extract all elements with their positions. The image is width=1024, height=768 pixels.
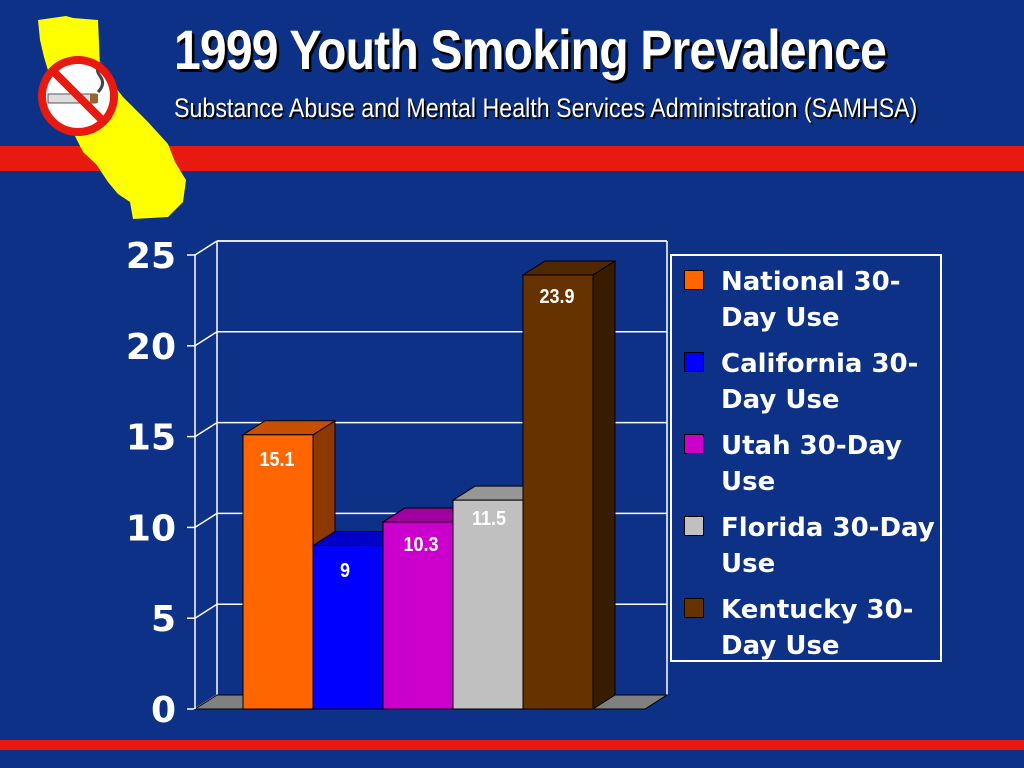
bar-data-label: 23.9 [539,286,574,308]
bar-data-label: 15.1 [259,449,294,471]
y-tick-label: 10 [126,508,176,549]
bar-data-label: 10.3 [403,534,438,556]
y-tick-label: 0 [151,690,176,731]
bar [382,521,454,710]
bottom-stripe [0,740,1024,750]
legend-swatch [684,516,704,536]
bar [522,274,594,710]
slide-title: 1999 Youth Smoking Prevalence [174,18,887,81]
legend-label: Kentucky 30-Day Use [721,595,914,661]
legend-swatch [684,270,704,290]
legend-item: Florida 30-Day Use [684,510,941,582]
legend-label: Utah 30-Day Use [721,431,902,497]
legend-swatch [684,598,704,618]
y-tick-label: 5 [151,599,176,640]
bar-data-label: 11.5 [472,508,506,530]
legend-label: California 30-Day Use [721,349,919,415]
axis-diagonal [194,331,218,347]
legend-label: Florida 30-Day Use [721,513,935,579]
y-tick-label: 25 [126,236,176,277]
bar [312,545,384,710]
legend-label: National 30-Day Use [721,267,901,333]
axis-diagonal [194,603,218,619]
y-tick-label: 15 [126,418,176,459]
california-no-smoking-logo-icon [38,16,186,219]
legend-swatch [684,352,704,372]
bar [242,434,314,710]
y-tick-label: 20 [126,327,176,368]
chart-legend: National 30-Day Use California 30-Day Use… [670,254,942,662]
slide-subtitle: Substance Abuse and Mental Health Servic… [174,93,918,123]
legend-item: Utah 30-Day Use [684,428,941,500]
legend-item: National 30-Day Use [684,264,941,336]
bar [452,499,524,710]
axis-diagonal [194,512,218,529]
bar-side [592,260,616,710]
legend-item: California 30-Day Use [684,346,941,418]
axis-diagonal [194,421,218,438]
bar-data-label: 9 [340,560,350,582]
legend-item: Kentucky 30-Day Use [684,592,941,664]
axis-diagonal [194,240,218,256]
legend-swatch [684,434,704,454]
